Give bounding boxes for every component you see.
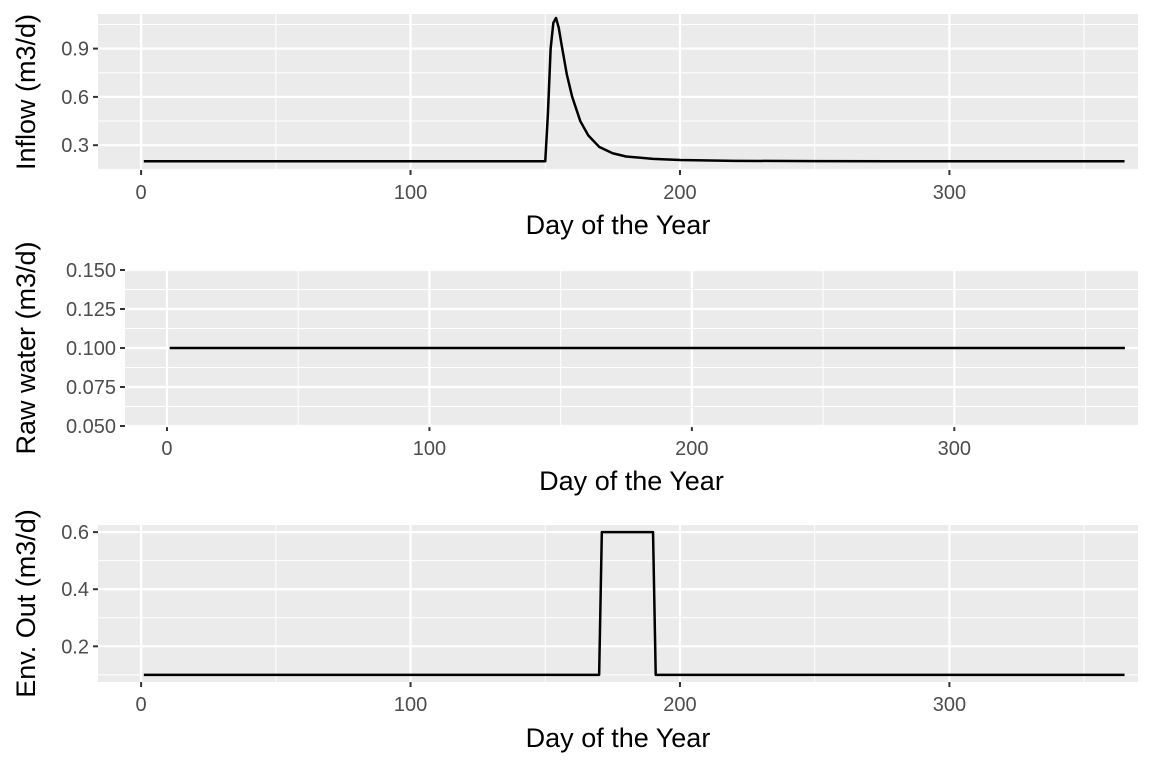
x-tick-label: 300: [933, 694, 966, 716]
y-tick-label: 0.9: [61, 39, 89, 61]
x-tick-label: 300: [938, 438, 971, 460]
panel-background: [98, 525, 1138, 682]
y-axis-title: Raw water (m3/d): [11, 241, 41, 454]
x-tick-label: 200: [663, 694, 696, 716]
y-tick-label: 0.4: [61, 579, 89, 601]
chart-panel-2: 0 100 200 300 0.050 0.075 0.100 0.125 0.150 Day o…: [11, 241, 1138, 496]
x-tick-label: 0: [136, 694, 147, 716]
x-tick-label: 200: [675, 438, 708, 460]
series-line-1: [143, 16, 1125, 163]
x-tick-label: 100: [394, 694, 427, 716]
series-line-1: [143, 530, 1125, 677]
y-tick-label: 0.100: [66, 338, 116, 360]
y-axis-title: Env. Out (m3/d): [11, 509, 41, 698]
x-axis-title: Day of the Year: [526, 210, 711, 240]
y-tick-label: 0.3: [61, 135, 89, 157]
x-axis-title: Day of the Year: [539, 466, 724, 496]
x-tick-label: 200: [663, 182, 696, 204]
x-tick-label: 0: [161, 438, 172, 460]
x-tick-label: 100: [394, 182, 427, 204]
y-tick-label: 0.050: [66, 416, 116, 438]
y-tick-label: 0.075: [66, 377, 116, 399]
chart-panel-1: 0 100 200 300 0.3 0.6 0.9 Day of the Year Inflow…: [11, 14, 1138, 240]
y-axis-title: Inflow (m3/d): [11, 14, 41, 170]
x-tick-label: 300: [933, 182, 966, 204]
y-tick-label: 0.150: [66, 260, 116, 282]
panel-background: [98, 14, 1138, 170]
chart-panel-3: 0 100 200 300 0.2 0.4 0.6 Day of the Year Env. O…: [11, 509, 1138, 753]
y-tick-label: 0.6: [61, 87, 89, 109]
y-tick-label: 0.6: [61, 522, 89, 544]
x-tick-label: 0: [136, 182, 147, 204]
x-tick-label: 100: [413, 438, 446, 460]
y-tick-label: 0.2: [61, 636, 89, 658]
y-tick-label: 0.125: [66, 299, 116, 321]
x-axis-title: Day of the Year: [526, 723, 711, 753]
